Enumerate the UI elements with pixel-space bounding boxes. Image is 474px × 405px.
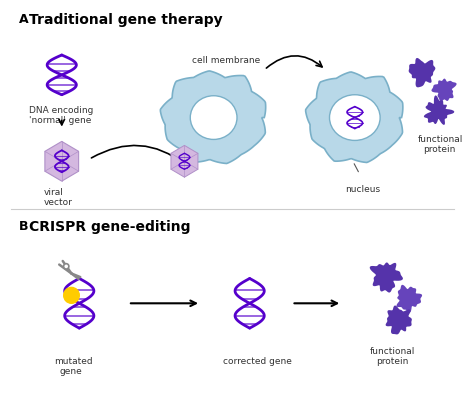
Text: protein: protein (376, 356, 409, 365)
Text: DNA encoding: DNA encoding (28, 105, 93, 114)
Text: nucleus: nucleus (345, 185, 380, 194)
Text: functional: functional (369, 346, 415, 355)
Text: vector: vector (43, 198, 72, 207)
Text: gene: gene (60, 366, 82, 375)
Text: Traditional gene therapy: Traditional gene therapy (28, 13, 222, 27)
Polygon shape (160, 72, 265, 164)
Text: 'normal' gene: 'normal' gene (28, 115, 91, 124)
Polygon shape (171, 146, 198, 178)
Text: protein: protein (423, 145, 456, 154)
Polygon shape (396, 285, 422, 313)
Polygon shape (409, 59, 436, 88)
Text: A: A (19, 13, 28, 26)
Text: CRISPR gene-editing: CRISPR gene-editing (28, 220, 190, 233)
Polygon shape (431, 79, 456, 102)
Circle shape (64, 264, 69, 269)
Text: functional: functional (418, 135, 464, 144)
Ellipse shape (329, 96, 380, 141)
Polygon shape (424, 96, 454, 126)
Text: viral: viral (43, 188, 63, 196)
Text: mutated: mutated (54, 356, 92, 365)
Text: corrected gene: corrected gene (223, 356, 292, 365)
Polygon shape (306, 73, 403, 163)
Ellipse shape (190, 96, 237, 140)
Polygon shape (45, 142, 79, 182)
Text: cell membrane: cell membrane (192, 56, 261, 65)
Text: B: B (19, 220, 28, 232)
Polygon shape (370, 263, 403, 293)
Circle shape (64, 288, 79, 304)
Polygon shape (386, 306, 412, 335)
